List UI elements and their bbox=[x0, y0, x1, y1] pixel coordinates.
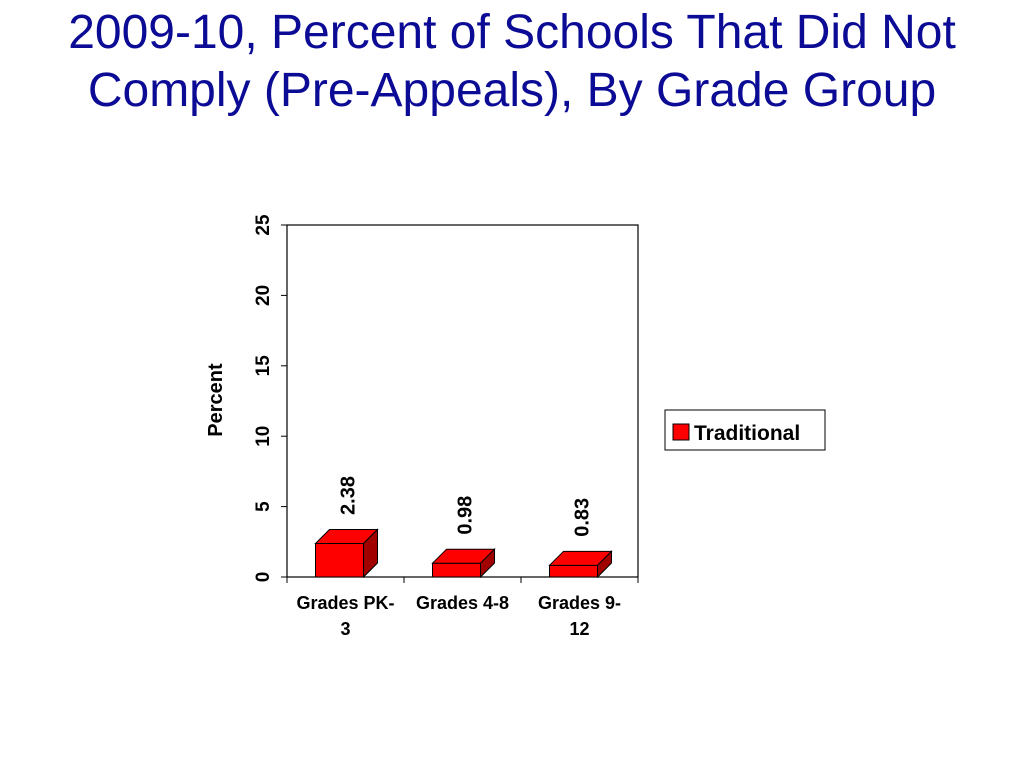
y-axis: 0 5 10 15 20 25 bbox=[253, 214, 287, 582]
x-tick-label: Grades PK-3 bbox=[296, 593, 394, 639]
plot-area bbox=[286, 224, 639, 578]
y-tick-label: 20 bbox=[253, 285, 274, 306]
y-tick-label: 10 bbox=[253, 426, 274, 447]
data-label: 0.98 bbox=[455, 496, 477, 535]
x-axis: Grades PK-3 Grades 4-8 Grades 9-12 bbox=[286, 577, 639, 639]
bar bbox=[314, 528, 379, 579]
y-tick-label: 0 bbox=[253, 572, 274, 583]
bar-series bbox=[314, 528, 613, 579]
data-labels: 2.38 0.98 0.83 bbox=[338, 476, 594, 537]
x-tick-label: Grades 9-12 bbox=[538, 593, 621, 639]
legend: Traditional bbox=[664, 409, 826, 451]
legend-swatch bbox=[672, 423, 690, 441]
legend-label: Traditional bbox=[694, 422, 800, 445]
legend-box bbox=[664, 409, 826, 451]
x-tick-label: Grades 4-8 bbox=[416, 593, 509, 613]
y-tick-label: 5 bbox=[253, 501, 274, 512]
y-tick-label: 25 bbox=[253, 214, 274, 236]
bar bbox=[431, 547, 496, 579]
y-axis-title: Percent bbox=[205, 363, 227, 437]
plot-border bbox=[286, 224, 639, 578]
bar bbox=[548, 550, 613, 579]
data-label: 0.83 bbox=[572, 498, 594, 537]
data-label: 2.38 bbox=[338, 476, 360, 515]
chart-title: 2009-10, Percent of Schools That Did Not… bbox=[68, 6, 956, 117]
y-tick-label: 15 bbox=[253, 355, 274, 377]
